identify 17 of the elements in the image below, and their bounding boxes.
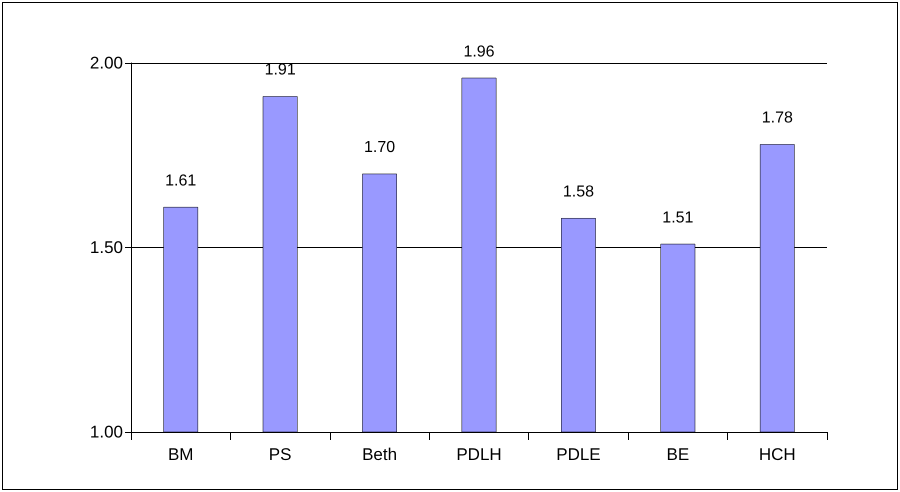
x-tick-label: Beth	[362, 445, 398, 464]
x-tick-label: BE	[666, 445, 690, 464]
x-tick-label: PDLH	[456, 445, 502, 464]
y-tick-label: 2.00	[90, 54, 123, 72]
y-tick-label: 1.00	[90, 422, 123, 442]
data-label: 1.51	[662, 209, 694, 226]
data-label: 1.70	[364, 139, 396, 156]
y-tick-label: 1.50	[90, 238, 123, 257]
data-label: 1.91	[264, 62, 296, 79]
data-label: 1.61	[165, 172, 196, 190]
data-label: 1.58	[562, 183, 594, 200]
x-tick-label: PS	[268, 445, 292, 464]
x-tick-label: BM	[168, 445, 194, 464]
x-tick-label: PDLE	[556, 445, 601, 464]
data-label: 1.78	[762, 110, 793, 127]
x-tick-label: HCH	[758, 445, 796, 464]
data-label: 1.96	[463, 43, 495, 60]
